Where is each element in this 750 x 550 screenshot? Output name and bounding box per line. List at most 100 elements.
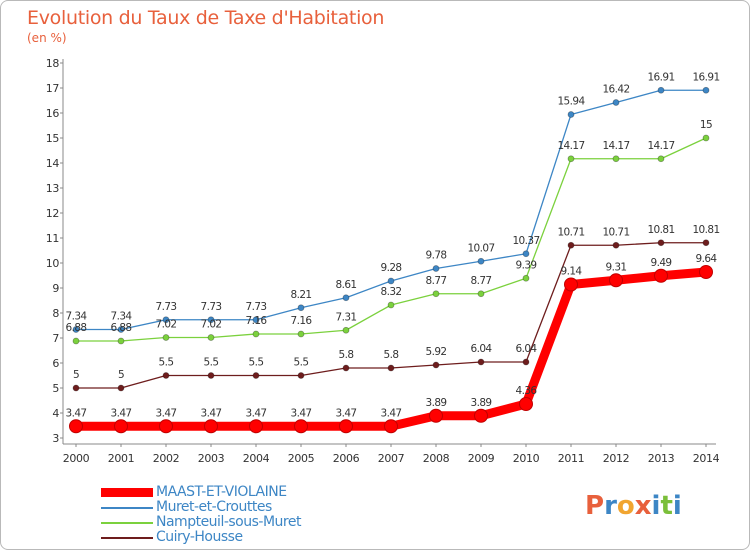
x-tick-label: 2007 (378, 452, 405, 465)
logo-letter: P (585, 491, 605, 521)
logo-letter: i (651, 491, 661, 521)
data-point-cuiry-housse (387, 364, 395, 372)
data-point-muret-et-crouttes (252, 316, 260, 324)
logo-letter: o (616, 491, 635, 521)
data-point-nampteuil-sous-muret (162, 334, 170, 341)
data-point-maast-et-violaine (294, 419, 308, 434)
data-label-muret-et-crouttes: 15.94 (557, 96, 585, 108)
y-tick-label: 9 (52, 282, 59, 295)
y-tick-label: 16 (46, 107, 60, 120)
legend-swatch-nampteuil-sous-muret (101, 522, 153, 524)
x-tick-label: 2003 (198, 452, 225, 465)
data-point-nampteuil-sous-muret (252, 330, 260, 338)
data-point-cuiry-housse (612, 241, 620, 249)
data-point-nampteuil-sous-muret (657, 155, 665, 163)
y-tick-label: 10 (46, 257, 60, 270)
data-point-muret-et-crouttes (72, 326, 80, 333)
data-point-cuiry-housse (252, 372, 260, 379)
data-point-cuiry-housse (702, 239, 710, 247)
y-tick-label: 14 (46, 157, 60, 170)
data-label-nampteuil-sous-muret: 7.31 (336, 311, 357, 323)
data-point-muret-et-crouttes (207, 316, 215, 324)
data-point-muret-et-crouttes (477, 257, 485, 265)
data-point-maast-et-violaine (339, 419, 353, 434)
x-tick-label: 2010 (513, 452, 540, 465)
data-point-cuiry-housse (477, 358, 485, 366)
chart-title: Evolution du Taux de Taxe d'Habitation (27, 7, 385, 29)
data-point-muret-et-crouttes (657, 86, 665, 94)
data-point-muret-et-crouttes (117, 326, 125, 333)
data-point-muret-et-crouttes (432, 265, 440, 272)
data-point-cuiry-housse (117, 384, 125, 392)
data-point-cuiry-housse (162, 372, 170, 379)
data-label-maast-et-violaine: 9.64 (696, 253, 718, 265)
data-label-muret-et-crouttes: 7.73 (246, 301, 267, 313)
data-label-cuiry-housse: 5.5 (159, 357, 174, 369)
data-label-muret-et-crouttes: 16.91 (647, 71, 674, 83)
data-point-muret-et-crouttes (342, 294, 350, 302)
data-label-cuiry-housse: 5.5 (249, 357, 264, 369)
data-point-nampteuil-sous-muret (387, 301, 395, 309)
x-tick-label: 2014 (693, 452, 720, 465)
data-label-nampteuil-sous-muret: 7.16 (246, 315, 268, 327)
data-label-maast-et-violaine: 3.47 (156, 407, 177, 419)
data-label-cuiry-housse: 5.92 (426, 346, 447, 358)
y-tick-label: 4 (52, 407, 59, 420)
data-point-cuiry-housse (522, 358, 530, 366)
data-point-muret-et-crouttes (387, 277, 395, 285)
data-label-maast-et-violaine: 3.89 (426, 397, 447, 409)
data-point-maast-et-violaine (609, 273, 623, 288)
data-label-maast-et-violaine: 3.47 (66, 407, 87, 419)
data-label-maast-et-violaine: 4.36 (516, 385, 538, 397)
data-label-cuiry-housse: 10.81 (647, 224, 674, 236)
data-label-muret-et-crouttes: 7.73 (201, 301, 222, 313)
data-label-muret-et-crouttes: 16.42 (602, 84, 629, 96)
data-label-cuiry-housse: 5.5 (204, 357, 219, 369)
data-label-nampteuil-sous-muret: 6.88 (66, 322, 87, 334)
data-point-nampteuil-sous-muret (702, 134, 710, 142)
legend-label-cuiry-housse: Cuiry-Housse (156, 529, 243, 545)
data-point-maast-et-violaine (69, 419, 83, 434)
data-point-nampteuil-sous-muret (117, 337, 125, 345)
data-label-nampteuil-sous-muret: 7.02 (156, 319, 177, 331)
x-tick-label: 2002 (153, 452, 179, 465)
data-label-maast-et-violaine: 3.47 (381, 407, 402, 419)
data-label-maast-et-violaine: 3.47 (246, 407, 267, 419)
data-label-nampteuil-sous-muret: 8.77 (471, 275, 492, 287)
data-label-maast-et-violaine: 3.47 (111, 407, 132, 419)
x-tick-label: 2005 (288, 452, 315, 465)
data-point-muret-et-crouttes (567, 111, 575, 118)
data-label-muret-et-crouttes: 10.07 (467, 242, 494, 254)
data-point-nampteuil-sous-muret (522, 274, 530, 282)
data-label-nampteuil-sous-muret: 15 (700, 119, 712, 131)
data-label-nampteuil-sous-muret: 7.16 (291, 315, 313, 327)
data-point-maast-et-violaine (114, 419, 128, 434)
y-tick-label: 3 (52, 432, 59, 445)
data-label-muret-et-crouttes: 7.34 (111, 311, 133, 323)
data-point-maast-et-violaine (699, 265, 713, 279)
data-point-nampteuil-sous-muret (297, 330, 305, 338)
data-label-nampteuil-sous-muret: 7.02 (201, 319, 222, 331)
data-label-cuiry-housse: 10.71 (602, 226, 629, 238)
y-tick-label: 7 (52, 332, 59, 345)
data-label-cuiry-housse: 6.04 (516, 343, 538, 355)
y-tick-label: 5 (52, 382, 59, 395)
y-tick-label: 6 (52, 357, 59, 370)
data-label-muret-et-crouttes: 7.34 (66, 311, 88, 323)
data-point-cuiry-housse (72, 384, 80, 392)
y-tick-label: 17 (46, 82, 60, 95)
data-label-maast-et-violaine: 9.14 (561, 266, 583, 278)
data-label-nampteuil-sous-muret: 14.17 (602, 140, 629, 152)
data-point-cuiry-housse (657, 239, 665, 247)
data-label-muret-et-crouttes: 9.28 (381, 262, 402, 274)
data-label-cuiry-housse: 10.71 (557, 226, 584, 238)
legend-label-maast-et-violaine: MAAST-ET-VIOLAINE (156, 484, 287, 500)
data-label-nampteuil-sous-muret: 6.88 (111, 322, 132, 334)
data-label-maast-et-violaine: 3.89 (471, 397, 492, 409)
data-label-nampteuil-sous-muret: 14.17 (557, 140, 584, 152)
legend-swatch-muret-et-crouttes (101, 507, 153, 509)
data-label-cuiry-housse: 5.5 (294, 357, 309, 369)
logo-letter: x (634, 491, 652, 521)
